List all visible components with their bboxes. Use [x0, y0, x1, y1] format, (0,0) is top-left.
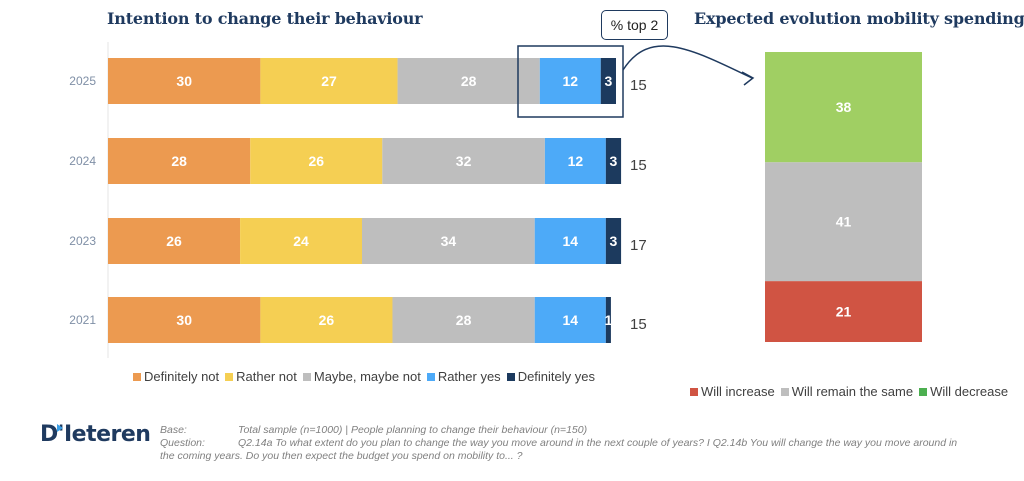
legend-swatch — [426, 372, 435, 381]
top2-total-label: 15 — [630, 157, 647, 174]
legend-item: Rather not — [225, 369, 297, 384]
legend-swatch — [780, 387, 789, 396]
bar-segment-rather-not — [250, 138, 383, 184]
bar-segment-maybe-maybe-not — [362, 218, 535, 264]
data-label: 14 — [562, 312, 578, 328]
intention-bars: 2025 30 27 28 12 3 15 2024 28 26 32 12 3 15 2023 26 24 34… — [69, 58, 647, 343]
bar-segment-will-remain-the-same — [765, 162, 922, 282]
legend-item: Will increase — [690, 384, 775, 399]
data-label: 1 — [604, 312, 612, 328]
category-label: 2025 — [69, 74, 96, 88]
data-label: 34 — [441, 233, 457, 249]
bar-segment-will-decrease — [765, 52, 922, 163]
top2-total-label: 15 — [630, 77, 647, 94]
data-label: 14 — [562, 233, 578, 249]
bar-segment-rather-not — [260, 297, 393, 343]
top2-total-label: 15 — [630, 316, 647, 333]
legend-label: Maybe, maybe not — [313, 369, 421, 384]
legend-label: Will decrease — [930, 384, 1009, 399]
legend-swatch — [506, 372, 515, 381]
category-label: 2021 — [69, 313, 96, 327]
legend-item: Definitely not — [133, 369, 219, 384]
legend-item: Will decrease — [919, 384, 1008, 399]
base-text: Total sample (n=1000) | People planning … — [238, 424, 588, 436]
legend-label: Will remain the same — [791, 384, 914, 399]
legend-label: Rather yes — [437, 369, 501, 384]
top2-callout: % top 2 — [601, 10, 668, 40]
data-label: 28 — [461, 73, 477, 89]
bar-segment-rather-yes — [534, 297, 606, 343]
legend-item: Maybe, maybe not — [302, 369, 421, 384]
legend-label: Definitely not — [144, 369, 220, 384]
data-label: 3 — [610, 233, 618, 249]
bar-segment-rather-yes — [534, 218, 606, 264]
bar-segment-maybe-maybe-not — [397, 58, 540, 104]
legend-label: Definitely yes — [517, 369, 595, 384]
data-label: 21 — [836, 304, 852, 320]
bar-segment-definitely-yes — [605, 218, 622, 264]
bar-segment-definitely-yes — [605, 297, 611, 343]
bar-segment-definitely-not — [108, 218, 241, 264]
data-label: 3 — [610, 153, 618, 169]
bar-segment-definitely-yes — [600, 58, 616, 104]
bar-segment-definitely-not — [108, 297, 261, 343]
curved-arrow-icon — [622, 45, 755, 86]
data-label: 41 — [836, 214, 852, 230]
data-label: 38 — [836, 99, 852, 115]
bar-segment-will-increase — [765, 281, 922, 342]
logo-accent-icon — [57, 424, 63, 432]
data-label: 12 — [562, 73, 578, 89]
legend-label: Rather not — [236, 369, 297, 384]
bar-segment-definitely-not — [108, 58, 261, 104]
data-label: 24 — [293, 233, 309, 249]
data-label: 3 — [604, 73, 612, 89]
bar-segment-rather-not — [240, 218, 362, 264]
question-text: Q2.14a To what extent do you plan to cha… — [238, 437, 958, 449]
bar-segment-definitely-yes — [605, 138, 622, 184]
bar-segment-maybe-maybe-not — [382, 138, 545, 184]
legend-spendings: Will increase Will remain the same Will de… — [690, 384, 1008, 399]
legend-intention: Definitely not Rather not Maybe, maybe not… — [133, 369, 595, 384]
bar-segment-rather-not — [260, 58, 398, 104]
question-text-cont: the coming years. Do you then expect the… — [160, 450, 523, 462]
chart-title-intention: Intention to change their behaviour — [107, 9, 423, 28]
data-label: 26 — [166, 233, 182, 249]
category-label: 2024 — [69, 154, 96, 168]
legend-item: Rather yes — [426, 369, 501, 384]
bar-segment-rather-yes — [544, 138, 606, 184]
dieteren-logo: D'Ieteren — [40, 422, 151, 447]
footnote: Base: Total sample (n=1000) | People plan… — [160, 424, 1000, 463]
data-label: 28 — [456, 312, 472, 328]
data-label: 12 — [568, 153, 584, 169]
bar-segment-rather-yes — [539, 58, 601, 104]
top2-total-label: 17 — [630, 237, 647, 254]
legend-item: Definitely yes — [506, 369, 595, 384]
data-label: 27 — [321, 73, 337, 89]
category-label: 2023 — [69, 234, 96, 248]
legend-item: Will remain the same — [780, 384, 914, 399]
legend-swatch — [302, 372, 311, 381]
legend-swatch — [225, 372, 234, 381]
data-label: 32 — [456, 153, 472, 169]
legend-swatch — [690, 387, 698, 396]
chart-title-spendings: Expected evolution mobility spendings — [694, 9, 1024, 28]
data-label: 28 — [171, 153, 187, 169]
legend-swatch — [133, 372, 141, 381]
legend-label: Will increase — [701, 384, 775, 399]
legend-swatch — [919, 387, 928, 396]
data-label: 30 — [176, 312, 192, 328]
bar-segment-definitely-not — [108, 138, 251, 184]
base-label: Base: — [160, 424, 187, 436]
question-label: Question: — [160, 437, 205, 449]
data-label: 26 — [319, 312, 335, 328]
top2-highlight-box — [517, 45, 624, 118]
data-label: 30 — [176, 73, 192, 89]
bar-segment-maybe-maybe-not — [392, 297, 535, 343]
data-label: 26 — [308, 153, 324, 169]
spending-bars: 21 41 38 — [765, 52, 922, 342]
